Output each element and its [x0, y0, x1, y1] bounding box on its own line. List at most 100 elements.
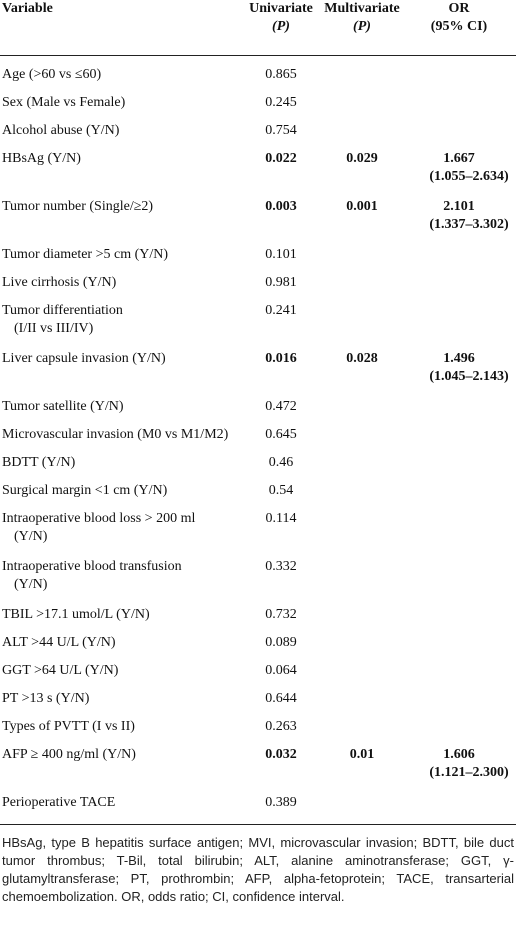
cell-variable: Tumor diameter >5 cm (Y/N): [2, 246, 236, 264]
header-univariate-label: Univariate: [249, 1, 313, 16]
cell-variable: Age (>60 vs ≤60): [2, 66, 236, 84]
table-row: Tumor satellite (Y/N) 0.472: [0, 394, 516, 422]
table-row: ALT >44 U/L (Y/N) 0.089: [0, 630, 516, 658]
cell-variable: Tumor differentiation (I/II vs III/IV): [2, 302, 236, 338]
cell-variable-text: Tumor diameter >5 cm (Y/N): [2, 247, 169, 262]
cell-univariate-p: 0.114: [265, 511, 297, 526]
cell-variable-text: ALT >44 U/L (Y/N): [2, 635, 116, 650]
cell-univariate-p: 0.241: [265, 303, 297, 318]
cell-multivariate-p: 0.029: [346, 151, 378, 166]
table-row: Surgical margin <1 cm (Y/N) 0.54: [0, 478, 516, 506]
cell-univariate-p: 0.022: [265, 151, 297, 166]
cell-variable: Intraoperative blood transfusion (Y/N): [2, 558, 236, 594]
cell-multivariate-p: 0.001: [346, 199, 378, 214]
cell-or-value: 1.667: [443, 151, 475, 166]
cell-univariate-p: 0.644: [265, 691, 297, 706]
cell-univariate-p: 0.064: [265, 663, 297, 678]
cell-variable-text: Intraoperative blood loss > 200 ml: [2, 511, 196, 526]
header-multivariate-p: (P): [353, 19, 371, 34]
cell-variable-text: Surgical margin <1 cm (Y/N): [2, 483, 168, 498]
cell-univariate-p: 0.54: [268, 483, 294, 498]
cell-variable-text: Intraoperative blood transfusion: [2, 559, 182, 574]
cell-variable-text: AFP ≥ 400 ng/ml (Y/N): [2, 747, 136, 762]
cell-variable-text: Age (>60 vs ≤60): [2, 67, 102, 82]
cell-variable-text: Tumor satellite (Y/N): [2, 399, 124, 414]
table-row: HBsAg (Y/N) 0.022 0.029 1.667 (1.055–2.634): [0, 146, 516, 194]
cell-odds-ratio: 2.101 (1.337–3.302): [402, 198, 516, 234]
table-row: AFP ≥ 400 ng/ml (Y/N) 0.032 0.01 1.606 (1.12…: [0, 742, 516, 790]
table-row: Microvascular invasion (M0 vs M1/M2) 0.64…: [0, 422, 516, 450]
cell-univariate-p: 0.263: [265, 719, 297, 734]
table-header: Variable Univariate (P) Multivariate (P)…: [0, 0, 516, 56]
cell-variable-text-continued: (I/II vs III/IV): [14, 321, 94, 336]
cell-multivariate-p: 0.01: [349, 747, 375, 762]
header-multivariate-label: Multivariate: [324, 1, 400, 16]
cell-variable: Microvascular invasion (M0 vs M1/M2): [2, 426, 236, 444]
cell-variable-text: GGT >64 U/L (Y/N): [2, 663, 119, 678]
table-row: GGT >64 U/L (Y/N) 0.064: [0, 658, 516, 686]
cell-odds-ratio: 1.606 (1.121–2.300): [402, 746, 516, 782]
cell-variable: ALT >44 U/L (Y/N): [2, 634, 236, 652]
table-row: Intraoperative blood loss > 200 ml (Y/N) 0…: [0, 506, 516, 554]
cell-variable-text-continued: (Y/N): [14, 577, 48, 592]
cell-or-ci: (1.045–2.143): [429, 369, 509, 384]
cell-univariate-p: 0.245: [265, 95, 297, 110]
cell-univariate-p: 0.754: [265, 123, 297, 138]
cell-odds-ratio: 1.496 (1.045–2.143): [402, 350, 516, 386]
table-row: Age (>60 vs ≤60) 0.865: [0, 62, 516, 90]
cell-variable: Types of PVTT (I vs II): [2, 718, 236, 736]
regression-table: Variable Univariate (P) Multivariate (P)…: [0, 0, 516, 904]
header-or: OR (95% CI): [402, 0, 516, 36]
cell-variable: Tumor satellite (Y/N): [2, 398, 236, 416]
table-row: Tumor differentiation (I/II vs III/IV) 0.2…: [0, 298, 516, 346]
cell-univariate-p: 0.46: [268, 455, 294, 470]
cell-univariate-p: 0.016: [265, 351, 297, 366]
table-row: Intraoperative blood transfusion (Y/N) 0.3…: [0, 554, 516, 602]
header-univariate: Univariate (P): [240, 0, 322, 36]
table-row: Liver capsule invasion (Y/N) 0.016 0.028 1.…: [0, 346, 516, 394]
cell-odds-ratio: 1.667 (1.055–2.634): [402, 150, 516, 186]
table-row: BDTT (Y/N) 0.46: [0, 450, 516, 478]
cell-variable: GGT >64 U/L (Y/N): [2, 662, 236, 680]
cell-or-value: 1.496: [443, 351, 475, 366]
cell-variable-text: Sex (Male vs Female): [2, 95, 126, 110]
header-variable: Variable: [2, 1, 53, 16]
cell-or-ci: (1.337–3.302): [429, 217, 509, 232]
cell-variable-text: Liver capsule invasion (Y/N): [2, 351, 166, 366]
cell-variable-text: Tumor differentiation: [2, 303, 123, 318]
cell-variable-text-continued: (Y/N): [14, 529, 48, 544]
cell-variable: TBIL >17.1 umol/L (Y/N): [2, 606, 236, 624]
cell-univariate-p: 0.389: [265, 795, 297, 810]
cell-univariate-p: 0.101: [265, 247, 297, 262]
cell-or-ci: (1.055–2.634): [429, 169, 509, 184]
cell-univariate-p: 0.032: [265, 747, 297, 762]
cell-variable-text: Live cirrhosis (Y/N): [2, 275, 117, 290]
cell-variable: AFP ≥ 400 ng/ml (Y/N): [2, 746, 236, 764]
cell-variable-text: TBIL >17.1 umol/L (Y/N): [2, 607, 150, 622]
table-row: PT >13 s (Y/N) 0.644: [0, 686, 516, 714]
header-multivariate: Multivariate (P): [322, 0, 402, 36]
table-row: Perioperative TACE 0.389: [0, 790, 516, 818]
table-row: Live cirrhosis (Y/N) 0.981: [0, 270, 516, 298]
table-row: Types of PVTT (I vs II) 0.263: [0, 714, 516, 742]
cell-or-ci: (1.121–2.300): [429, 765, 509, 780]
cell-variable: Surgical margin <1 cm (Y/N): [2, 482, 236, 500]
cell-variable-text: Microvascular invasion (M0 vs M1/M2): [2, 427, 229, 442]
cell-univariate-p: 0.732: [265, 607, 297, 622]
table-body: Age (>60 vs ≤60) 0.865 Sex (Male vs Female…: [0, 62, 516, 825]
cell-variable: Live cirrhosis (Y/N): [2, 274, 236, 292]
cell-variable: Intraoperative blood loss > 200 ml (Y/N): [2, 510, 236, 546]
table-row: TBIL >17.1 umol/L (Y/N) 0.732: [0, 602, 516, 630]
cell-variable-text: BDTT (Y/N): [2, 455, 76, 470]
cell-variable: Perioperative TACE: [2, 794, 236, 812]
table-row: Alcohol abuse (Y/N) 0.754: [0, 118, 516, 146]
cell-or-value: 2.101: [443, 199, 475, 214]
cell-variable: Liver capsule invasion (Y/N): [2, 350, 236, 368]
cell-variable: Sex (Male vs Female): [2, 94, 236, 112]
cell-variable-text: PT >13 s (Y/N): [2, 691, 90, 706]
cell-variable: PT >13 s (Y/N): [2, 690, 236, 708]
table-footnote: HBsAg, type B hepatitis surface antigen;…: [2, 835, 514, 904]
cell-univariate-p: 0.472: [265, 399, 297, 414]
cell-variable: BDTT (Y/N): [2, 454, 236, 472]
cell-variable: Alcohol abuse (Y/N): [2, 122, 236, 140]
